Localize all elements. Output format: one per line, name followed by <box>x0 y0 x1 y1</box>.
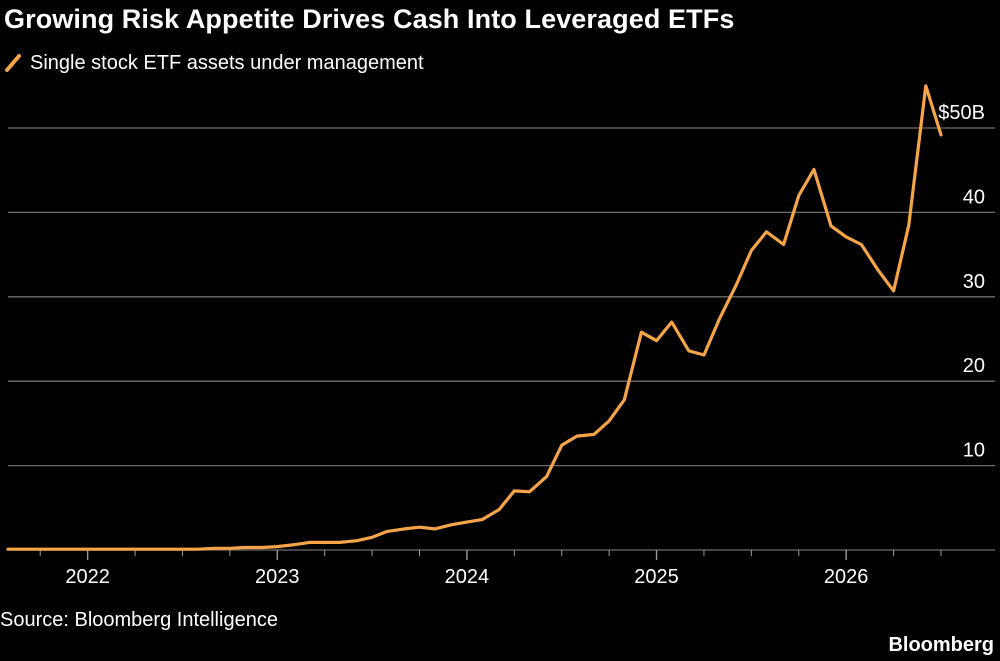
x-tick-label: 2025 <box>634 566 679 588</box>
series-line-0 <box>6 84 943 551</box>
x-tick-label: 2023 <box>255 566 300 588</box>
legend-swatch-icon <box>5 54 21 72</box>
y-tick-label: 20 <box>963 355 985 377</box>
y-tick-label: 40 <box>963 186 985 208</box>
bloomberg-logo: Bloomberg <box>888 634 994 656</box>
y-tick-label: 10 <box>963 440 985 462</box>
y-axis: 10 20 30 40 $50B <box>938 102 985 462</box>
y-tick-label: $50B <box>938 102 985 124</box>
source-note: Source: Bloomberg Intelligence <box>0 609 278 631</box>
series <box>6 84 943 551</box>
gridlines <box>8 127 995 467</box>
chart-title: Growing Risk Appetite Drives Cash Into L… <box>4 4 735 34</box>
x-tick-label: 2024 <box>445 566 490 588</box>
x-tick-label: 2022 <box>65 566 110 588</box>
x-axis: 2022 2023 2024 2025 2026 <box>8 549 995 588</box>
legend: Single stock ETF assets under management <box>4 50 424 76</box>
legend-label: Single stock ETF assets under management <box>30 51 424 74</box>
x-tick-label: 2026 <box>824 566 869 588</box>
y-tick-label: 30 <box>963 271 985 293</box>
